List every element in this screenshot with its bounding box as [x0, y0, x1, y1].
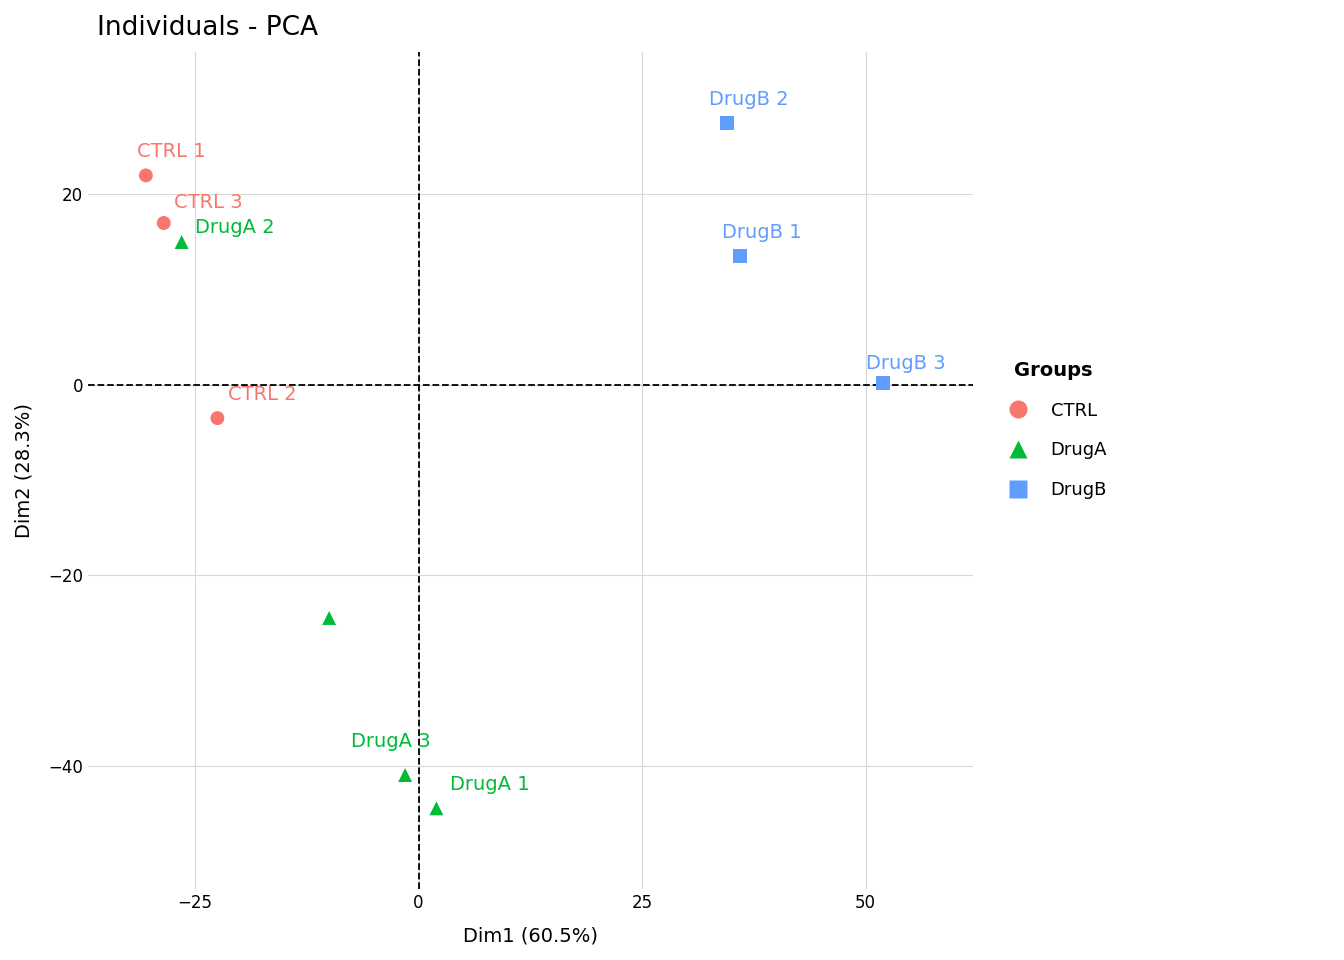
Y-axis label: Dim2 (28.3%): Dim2 (28.3%): [15, 403, 34, 538]
Point: [153, 215, 175, 230]
Point: [426, 801, 448, 816]
X-axis label: Dim1 (60.5%): Dim1 (60.5%): [462, 926, 598, 945]
Text: CTRL 1: CTRL 1: [137, 142, 206, 161]
Point: [872, 375, 894, 391]
Text: DrugB 2: DrugB 2: [710, 90, 789, 108]
Point: [319, 611, 340, 626]
Text: DrugA 1: DrugA 1: [450, 775, 530, 794]
Text: Individuals - PCA: Individuals - PCA: [97, 15, 317, 41]
Text: CTRL 3: CTRL 3: [175, 193, 243, 211]
Text: DrugA 3: DrugA 3: [352, 732, 431, 752]
Text: DrugB 1: DrugB 1: [723, 223, 802, 242]
Text: CTRL 2: CTRL 2: [228, 385, 297, 404]
Point: [136, 168, 157, 183]
Point: [394, 767, 415, 782]
Legend: CTRL, DrugA, DrugB: CTRL, DrugA, DrugB: [993, 354, 1114, 506]
Point: [730, 249, 751, 264]
Text: DrugA 2: DrugA 2: [195, 218, 274, 237]
Point: [716, 115, 738, 131]
Text: DrugB 3: DrugB 3: [866, 354, 945, 373]
Point: [207, 411, 228, 426]
Point: [171, 234, 192, 250]
